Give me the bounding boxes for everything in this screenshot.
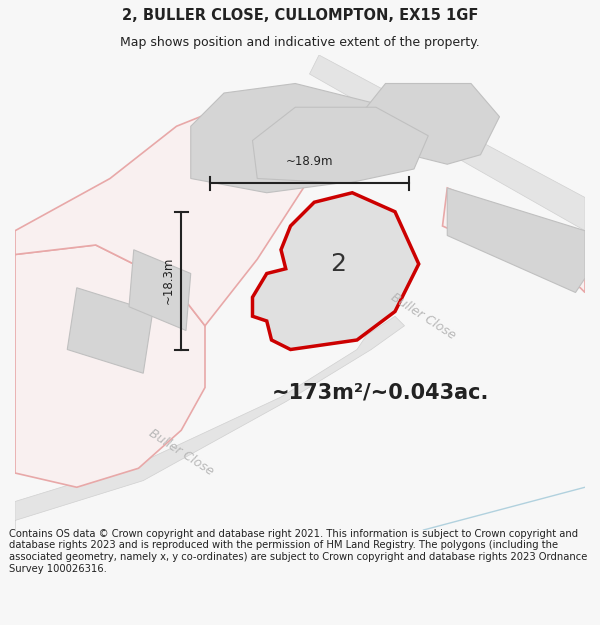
Text: ~18.9m: ~18.9m — [286, 155, 333, 168]
Polygon shape — [67, 288, 153, 373]
Polygon shape — [191, 84, 371, 192]
Polygon shape — [253, 107, 428, 183]
Polygon shape — [447, 188, 585, 292]
Text: Buller Close: Buller Close — [389, 291, 458, 342]
Polygon shape — [15, 107, 310, 326]
Polygon shape — [15, 245, 205, 488]
Polygon shape — [129, 250, 191, 331]
Text: 2, BULLER CLOSE, CULLOMPTON, EX15 1GF: 2, BULLER CLOSE, CULLOMPTON, EX15 1GF — [122, 8, 478, 23]
Text: Contains OS data © Crown copyright and database right 2021. This information is : Contains OS data © Crown copyright and d… — [9, 529, 587, 574]
Polygon shape — [367, 84, 500, 164]
Polygon shape — [253, 192, 419, 349]
Text: Buller Close: Buller Close — [146, 426, 216, 478]
Polygon shape — [15, 316, 404, 530]
Text: 2: 2 — [330, 252, 346, 276]
Text: ~18.3m: ~18.3m — [161, 257, 175, 304]
Text: Map shows position and indicative extent of the property.: Map shows position and indicative extent… — [120, 36, 480, 49]
Polygon shape — [310, 55, 585, 231]
Polygon shape — [443, 188, 585, 292]
Text: ~173m²/~0.043ac.: ~173m²/~0.043ac. — [271, 382, 489, 402]
